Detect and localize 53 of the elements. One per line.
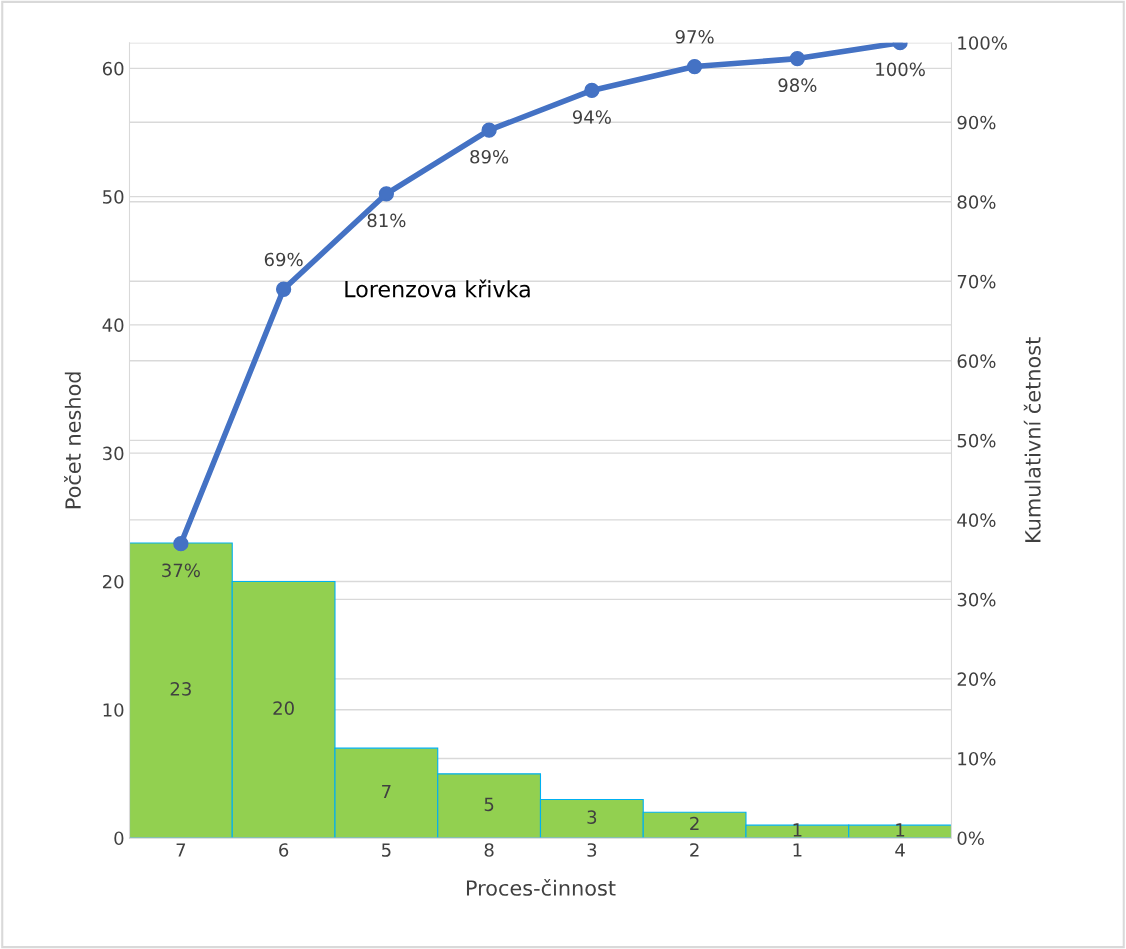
- y-tick-label: 20: [102, 574, 124, 589]
- y2-tick-label: 90%: [957, 115, 996, 130]
- y2-tick-label: 60%: [957, 354, 996, 368]
- data-label: 97%: [675, 29, 714, 44]
- y2-tick-label: 0%: [957, 831, 984, 846]
- y-axis-title: Počet neshod: [63, 372, 81, 509]
- data-label: 3: [587, 810, 597, 824]
- data-label: 5: [484, 797, 494, 812]
- data-label: 81%: [367, 213, 406, 228]
- data-label: 7: [382, 784, 391, 799]
- x-tick-label: 8: [484, 843, 494, 857]
- y-tick-label: 60: [102, 61, 124, 76]
- x-tick-label: 3: [587, 843, 597, 857]
- y2-tick-label: 20%: [957, 672, 996, 687]
- y2-tick-label: 10%: [958, 751, 996, 766]
- x-tick-label: 1: [793, 843, 802, 857]
- point: [173, 536, 189, 552]
- point: [789, 50, 805, 67]
- data-label: 1: [793, 823, 802, 837]
- point: [584, 82, 600, 99]
- x-tick-label: 6: [279, 843, 289, 857]
- y-tick-label: 40: [102, 318, 124, 333]
- data-label: 2: [690, 816, 699, 831]
- data-label: 1: [896, 823, 905, 837]
- x-axis-title: Proces-činnost: [466, 878, 616, 896]
- y2-tick-label: 50%: [957, 433, 996, 448]
- y2-tick-label: 100%: [958, 36, 1007, 50]
- x-tick-label: 4: [895, 843, 905, 857]
- point: [686, 58, 703, 75]
- x-tick-label: 2: [690, 843, 699, 857]
- y-tick-label: 0: [114, 831, 124, 846]
- y-tick-label: 50: [103, 190, 124, 204]
- point: [481, 122, 497, 138]
- y2-tick-label: 80%: [957, 195, 996, 209]
- x-tick-label: 7: [176, 843, 186, 857]
- y2-axis-title: Kumulativní četnost: [1023, 337, 1041, 542]
- data-label: 98%: [778, 78, 817, 93]
- y2-tick-label: 70%: [957, 274, 996, 289]
- data-label: 20: [273, 701, 294, 715]
- point: [378, 186, 394, 202]
- y-tick-label: 30: [103, 446, 124, 461]
- x-tick-label: 5: [382, 843, 391, 857]
- data-label: 100%: [876, 62, 925, 77]
- data-label: 94%: [572, 110, 611, 124]
- data-label: 23: [170, 682, 191, 696]
- data-label: 69%: [264, 252, 303, 267]
- y2-tick-label: 40%: [957, 513, 996, 527]
- data-label: 89%: [470, 149, 509, 164]
- y-tick-label: 10: [103, 703, 124, 717]
- point: [275, 281, 292, 297]
- data-label: 37%: [162, 563, 200, 578]
- annotation: Lorenzova křivka: [345, 279, 530, 298]
- y2-tick-label: 30%: [957, 592, 996, 607]
